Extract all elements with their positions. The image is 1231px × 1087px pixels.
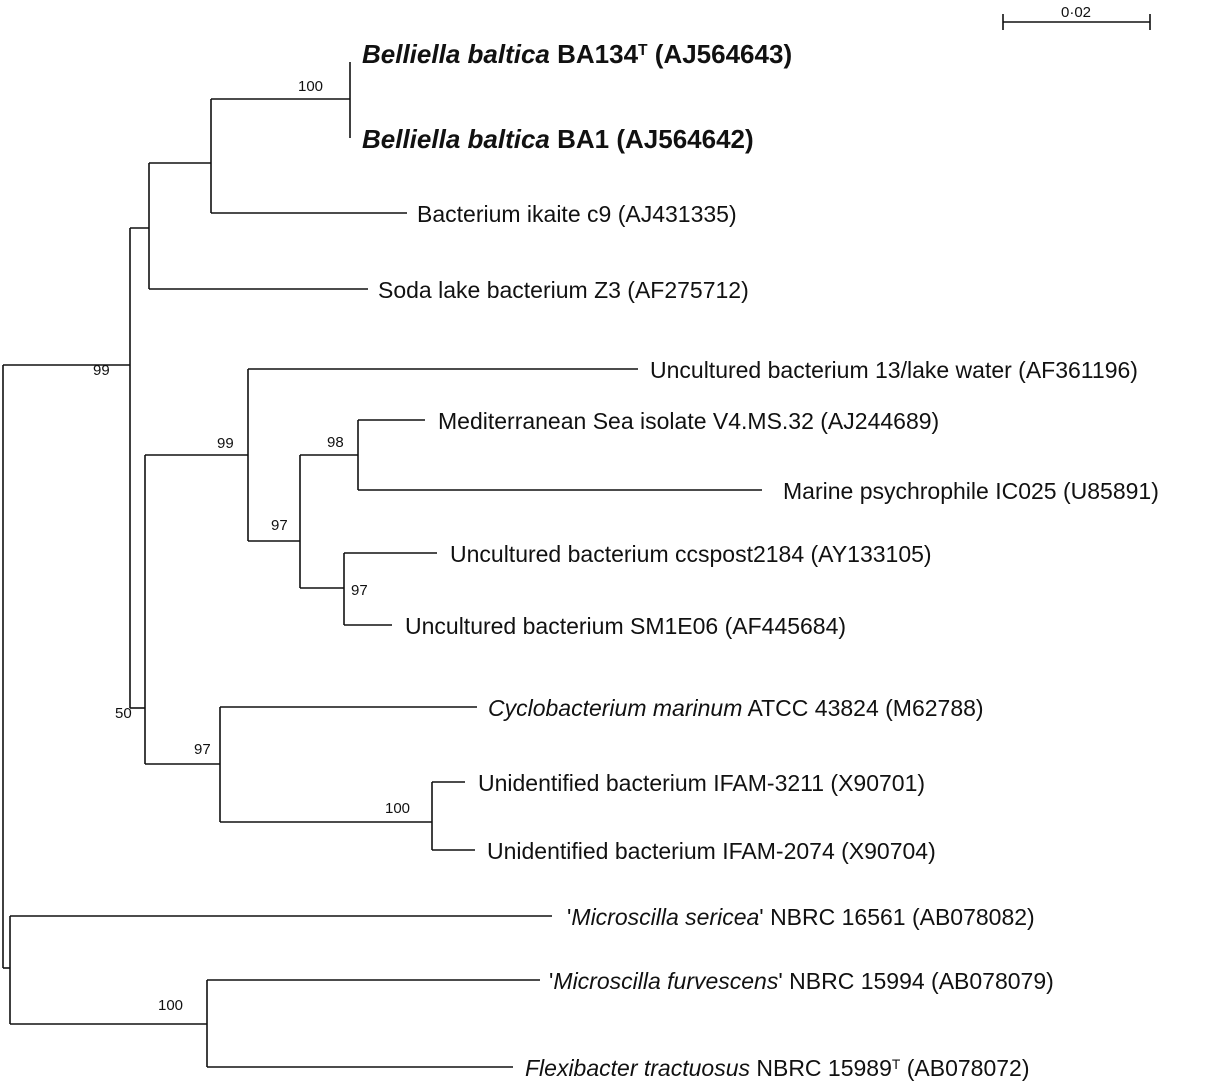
leaf-label: Unidentified bacterium IFAM-3211 (X90701…	[478, 770, 925, 796]
leaf-label: Belliella baltica BA1 (AJ564642)	[362, 124, 754, 154]
leaf-label: Belliella baltica BA134T (AJ564643)	[362, 39, 792, 69]
leaf-label: 'Microscilla furvescens' NBRC 15994 (AB0…	[549, 968, 1054, 994]
scale-bar-label: 0·02	[1061, 4, 1091, 21]
bootstrap-label: 100	[158, 997, 183, 1014]
leaf-label: Marine psychrophile IC025 (U85891)	[783, 478, 1159, 504]
bootstrap-label: 100	[385, 800, 410, 817]
bootstrap-label: 98	[327, 434, 344, 451]
bootstrap-label: 97	[194, 741, 211, 758]
leaf-label: Uncultured bacterium ccspost2184 (AY1331…	[450, 541, 932, 567]
leaf-label: Uncultured bacterium 13/lake water (AF36…	[650, 357, 1138, 383]
leaf-label: Mediterranean Sea isolate V4.MS.32 (AJ24…	[438, 408, 939, 434]
bootstrap-label: 99	[217, 435, 234, 452]
bootstrap-label: 50	[115, 705, 132, 722]
leaf-label: 'Microscilla sericea' NBRC 16561 (AB0780…	[567, 904, 1035, 930]
tree-branches	[2, 62, 762, 1068]
bootstrap-label: 97	[351, 582, 368, 599]
bootstrap-label: 100	[298, 78, 323, 95]
scale-bar: 0·02	[1002, 4, 1151, 30]
bootstrap-label: 99	[93, 362, 110, 379]
leaf-label: Cyclobacterium marinum ATCC 43824 (M6278…	[488, 695, 984, 721]
bootstrap-values: 100 99 99 98 97 97 50 97 100 100	[93, 78, 410, 1014]
leaf-labels: Belliella baltica BA134T (AJ564643) Bell…	[362, 39, 1159, 1081]
leaf-label: Soda lake bacterium Z3 (AF275712)	[378, 277, 749, 303]
leaf-label: Uncultured bacterium SM1E06 (AF445684)	[405, 613, 846, 639]
leaf-label: Flexibacter tractuosus NBRC 15989T (AB07…	[525, 1055, 1029, 1081]
bootstrap-label: 97	[271, 517, 288, 534]
leaf-label: Unidentified bacterium IFAM-2074 (X90704…	[487, 838, 936, 864]
leaf-label: Bacterium ikaite c9 (AJ431335)	[417, 201, 737, 227]
